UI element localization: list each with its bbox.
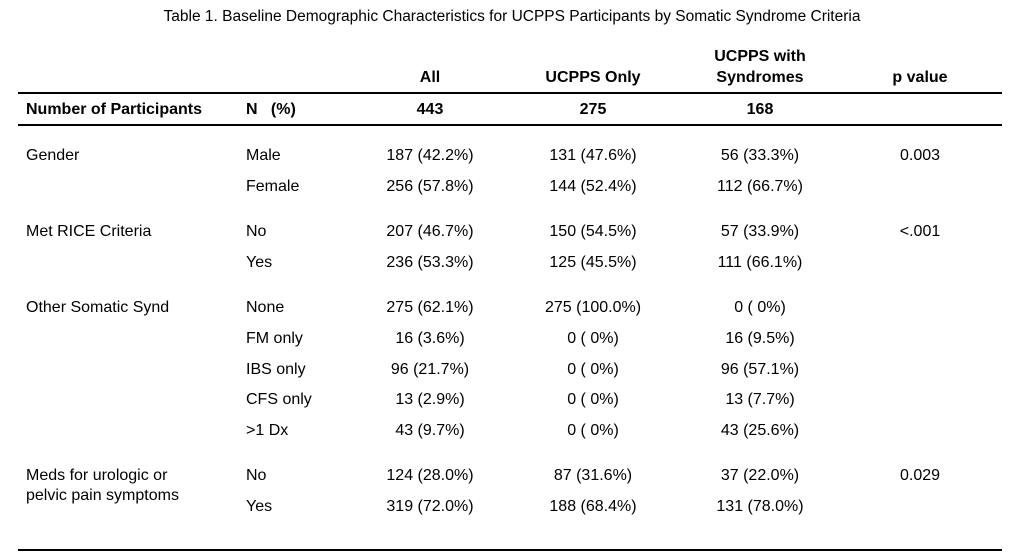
row-sub-label: FM only <box>246 330 303 347</box>
row-sub-label: No <box>246 467 267 484</box>
row-ucpps-only-value: 131 (47.6%) <box>549 147 637 164</box>
row-sub-label: >1 Dx <box>246 422 289 439</box>
row-ucpps-only-value: 188 (68.4%) <box>549 498 637 515</box>
row-all-value: 236 (53.3%) <box>386 254 474 271</box>
row-sub-label: Female <box>246 178 300 195</box>
participants-label: Number of Participants <box>26 101 203 118</box>
row-all-value: 187 (42.2%) <box>386 147 474 164</box>
col-header-ucpps-with-2: Syndromes <box>716 69 804 86</box>
p-value-rice: <.001 <box>899 223 941 240</box>
col-header-p-value: p value <box>892 69 948 86</box>
row-sub-label: Male <box>246 147 281 164</box>
row-sub-label: No <box>246 223 267 240</box>
participants-n-label: N (%) <box>246 101 296 118</box>
row-all-value: 16 (3.6%) <box>395 330 465 347</box>
row-sub-label: Yes <box>246 498 273 515</box>
col-header-ucpps-with-1: UCPPS with <box>714 48 806 65</box>
row-ucpps-with-value: 43 (25.6%) <box>720 422 800 439</box>
section-label-meds-line2: pelvic pain symptoms <box>26 487 179 504</box>
row-sub-label: IBS only <box>246 361 306 378</box>
row-ucpps-with-value: 16 (9.5%) <box>725 330 795 347</box>
row-all-value: 256 (57.8%) <box>386 178 474 195</box>
row-ucpps-only-value: 150 (54.5%) <box>549 223 637 240</box>
row-ucpps-only-value: 87 (31.6%) <box>553 467 633 484</box>
row-ucpps-only-value: 0 ( 0%) <box>567 422 619 439</box>
participants-ucpps-only: 275 <box>579 101 607 118</box>
row-ucpps-only-value: 275 (100.0%) <box>544 299 642 316</box>
row-all-value: 96 (21.7%) <box>390 361 470 378</box>
participants-ucpps-with: 168 <box>746 101 774 118</box>
section-label-somatic: Other Somatic Synd <box>26 299 170 316</box>
row-all-value: 319 (72.0%) <box>386 498 474 515</box>
p-value-gender: 0.003 <box>899 147 941 164</box>
section-label-meds: Meds for urologic or <box>26 467 168 484</box>
row-all-value: 207 (46.7%) <box>386 223 474 240</box>
col-header-all: All <box>419 69 441 86</box>
row-ucpps-only-value: 144 (52.4%) <box>549 178 637 195</box>
row-ucpps-only-value: 0 ( 0%) <box>567 391 619 408</box>
row-ucpps-with-value: 0 ( 0%) <box>734 299 786 316</box>
table-bottom-rule <box>18 549 1002 551</box>
header-rule-top <box>18 92 1002 94</box>
row-ucpps-only-value: 0 ( 0%) <box>567 361 619 378</box>
row-ucpps-with-value: 56 (33.3%) <box>720 147 800 164</box>
header-rule-bottom <box>18 124 1002 126</box>
row-sub-label: None <box>246 299 285 316</box>
row-sub-label: CFS only <box>246 391 312 408</box>
row-ucpps-with-value: 112 (66.7%) <box>717 178 803 195</box>
col-header-ucpps-only: UCPPS Only <box>545 69 641 86</box>
section-label-gender: Gender <box>26 147 80 164</box>
row-ucpps-with-value: 13 (7.7%) <box>725 391 795 408</box>
row-ucpps-only-value: 0 ( 0%) <box>567 330 619 347</box>
row-all-value: 13 (2.9%) <box>395 391 465 408</box>
p-value-meds: 0.029 <box>899 467 941 484</box>
section-label-rice: Met RICE Criteria <box>26 223 152 240</box>
row-ucpps-with-value: 57 (33.9%) <box>720 223 800 240</box>
row-all-value: 275 (62.1%) <box>386 299 474 316</box>
row-ucpps-only-value: 125 (45.5%) <box>549 254 637 271</box>
row-ucpps-with-value: 96 (57.1%) <box>720 361 800 378</box>
table-caption: Table 1. Baseline Demographic Characteri… <box>163 8 861 25</box>
row-sub-label: Yes <box>246 254 273 271</box>
row-ucpps-with-value: 37 (22.0%) <box>720 467 800 484</box>
row-ucpps-with-value: 111 (66.1%) <box>717 254 803 271</box>
row-ucpps-with-value: 131 (78.0%) <box>716 498 804 515</box>
participants-all: 443 <box>416 101 444 118</box>
row-all-value: 43 (9.7%) <box>395 422 465 439</box>
row-all-value: 124 (28.0%) <box>386 467 474 484</box>
